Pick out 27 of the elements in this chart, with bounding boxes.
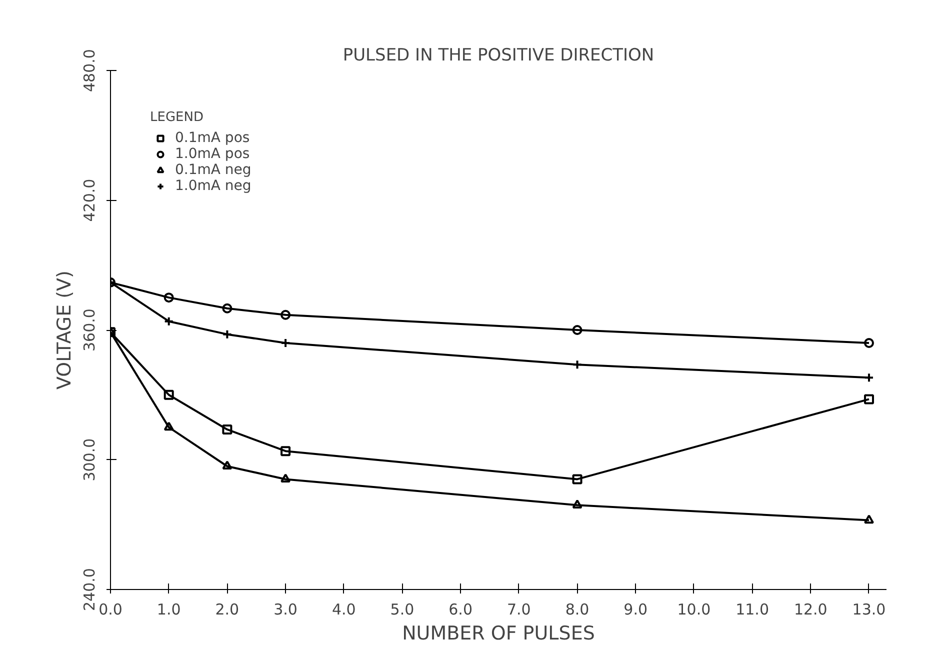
x-tick-label: 7.0 xyxy=(506,600,531,618)
legend-label: 1.0mA pos xyxy=(175,146,250,162)
x-tick-label: 0.0 xyxy=(98,600,122,618)
x-tick-label: 13.0 xyxy=(852,600,886,618)
x-tick-label: 9.0 xyxy=(624,600,648,618)
x-tick-label: 12.0 xyxy=(794,600,828,618)
y-tick-label: 480.0 xyxy=(80,49,98,92)
x-tick-label: 2.0 xyxy=(215,600,240,618)
x-tick-label: 11.0 xyxy=(736,600,770,618)
chart-title: PULSED IN THE POSITIVE DIRECTION xyxy=(342,46,654,66)
y-tick-label: 360.0 xyxy=(80,308,98,352)
x-tick-label: 1.0 xyxy=(156,600,181,618)
y-tick-label: 240.0 xyxy=(80,568,98,611)
legend-label: 0.1mA neg xyxy=(175,162,252,178)
x-tick-label: 10.0 xyxy=(677,600,711,618)
legend-title: LEGEND xyxy=(150,110,204,125)
x-tick-label: 6.0 xyxy=(448,600,473,618)
x-tick-label: 5.0 xyxy=(390,600,414,618)
x-tick-label: 8.0 xyxy=(565,600,590,618)
y-tick-label: 420.0 xyxy=(80,178,98,222)
legend-label: 1.0mA neg xyxy=(175,178,252,194)
x-axis-title: NUMBER OF PULSES xyxy=(402,622,595,644)
x-tick-label: 4.0 xyxy=(332,600,356,618)
y-tick-label: 300.0 xyxy=(80,438,98,482)
legend-label: 0.1mA pos xyxy=(175,130,250,146)
x-tick-label: 3.0 xyxy=(274,600,298,618)
y-axis-title: VOLTAGE (V) xyxy=(54,270,76,390)
